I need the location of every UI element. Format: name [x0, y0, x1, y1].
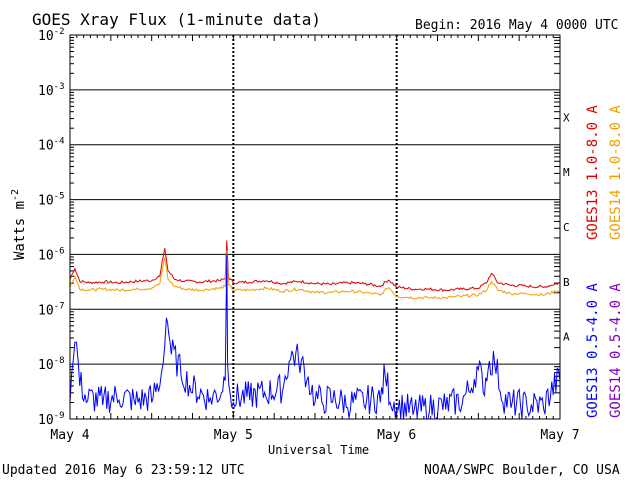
y-tick-base: 10	[38, 84, 54, 99]
gridlines	[70, 34, 560, 420]
plot-area	[69, 34, 561, 420]
x-axis-label: Universal Time	[268, 443, 369, 457]
credit-text: NOAA/SWPC Boulder, CO USA	[424, 463, 620, 478]
y-tick-exp: -7	[54, 301, 65, 311]
flare-class-C: C	[563, 221, 570, 234]
begin-label: Begin: 2016 May 4 0000 UTC	[415, 18, 619, 33]
y-tick-label-5: 10-7	[38, 301, 65, 318]
y-tick-exp: -4	[54, 137, 65, 147]
series-line-1	[69, 250, 561, 300]
x-tick-label-1: May 5	[214, 428, 253, 443]
y-tick-label-6: 10-8	[38, 356, 65, 373]
flare-class-A: A	[563, 331, 570, 344]
y-tick-base: 10	[38, 303, 54, 318]
y-tick-exp: -8	[54, 356, 65, 366]
series-line-0	[69, 240, 561, 292]
y-tick-exp: -2	[54, 27, 65, 37]
y-tick-label-0: 10-2	[38, 27, 65, 44]
y-tick-label-1: 10-3	[38, 82, 65, 99]
y-tick-label-3: 10-5	[38, 192, 65, 209]
x-tick-label-3: May 7	[540, 428, 579, 443]
legend-entry-1: GOES14 1.0-8.0 A	[608, 105, 624, 240]
x-tick-label-2: May 6	[377, 428, 416, 443]
y-axis-label-exp: -2	[10, 189, 21, 201]
legend-entry-2: GOES13 0.5-4.0 A	[585, 283, 601, 418]
y-tick-base: 10	[38, 139, 54, 154]
flare-class-X: X	[563, 111, 570, 124]
y-tick-base: 10	[38, 29, 54, 44]
y-tick-labels: 10-210-310-410-510-610-710-810-9	[38, 27, 65, 428]
y-tick-base: 10	[38, 194, 54, 209]
y-tick-label-2: 10-4	[38, 137, 65, 154]
legend: GOES13 1.0-8.0 A GOES14 1.0-8.0 A GOES13 0…	[585, 105, 624, 418]
y-tick-label-4: 10-6	[38, 246, 65, 263]
y-axis-label-text: Watts m	[12, 201, 28, 260]
y-tick-label-7: 10-9	[38, 411, 65, 428]
y-tick-exp: -5	[54, 192, 65, 202]
y-tick-base: 10	[38, 413, 54, 428]
legend-entry-0: GOES13 1.0-8.0 A	[585, 105, 601, 240]
x-tick-labels: May 4 May 5 May 6 May 7	[50, 428, 579, 443]
x-tick-label-0: May 4	[50, 428, 89, 443]
y-tick-exp: -6	[54, 246, 65, 256]
svg-text:Watts m-2: Watts m-2	[10, 189, 28, 260]
flare-class-M: M	[563, 166, 570, 179]
series-group	[69, 240, 561, 420]
plot-frame	[69, 34, 561, 420]
flare-class-B: B	[563, 276, 570, 289]
y-tick-base: 10	[38, 248, 54, 263]
y-tick-base: 10	[38, 358, 54, 373]
series-line-2	[69, 254, 561, 420]
legend-entry-3: GOES14 0.5-4.0 A	[608, 283, 624, 418]
y-axis-label: Watts m-2	[10, 189, 28, 260]
updated-timestamp: Updated 2016 May 6 23:59:12 UTC	[2, 463, 245, 478]
y-tick-exp: -9	[54, 411, 65, 421]
flare-class-labels: X M C B A	[563, 111, 570, 343]
chart-title: GOES Xray Flux (1-minute data)	[32, 10, 321, 29]
y-tick-exp: -3	[54, 82, 65, 92]
